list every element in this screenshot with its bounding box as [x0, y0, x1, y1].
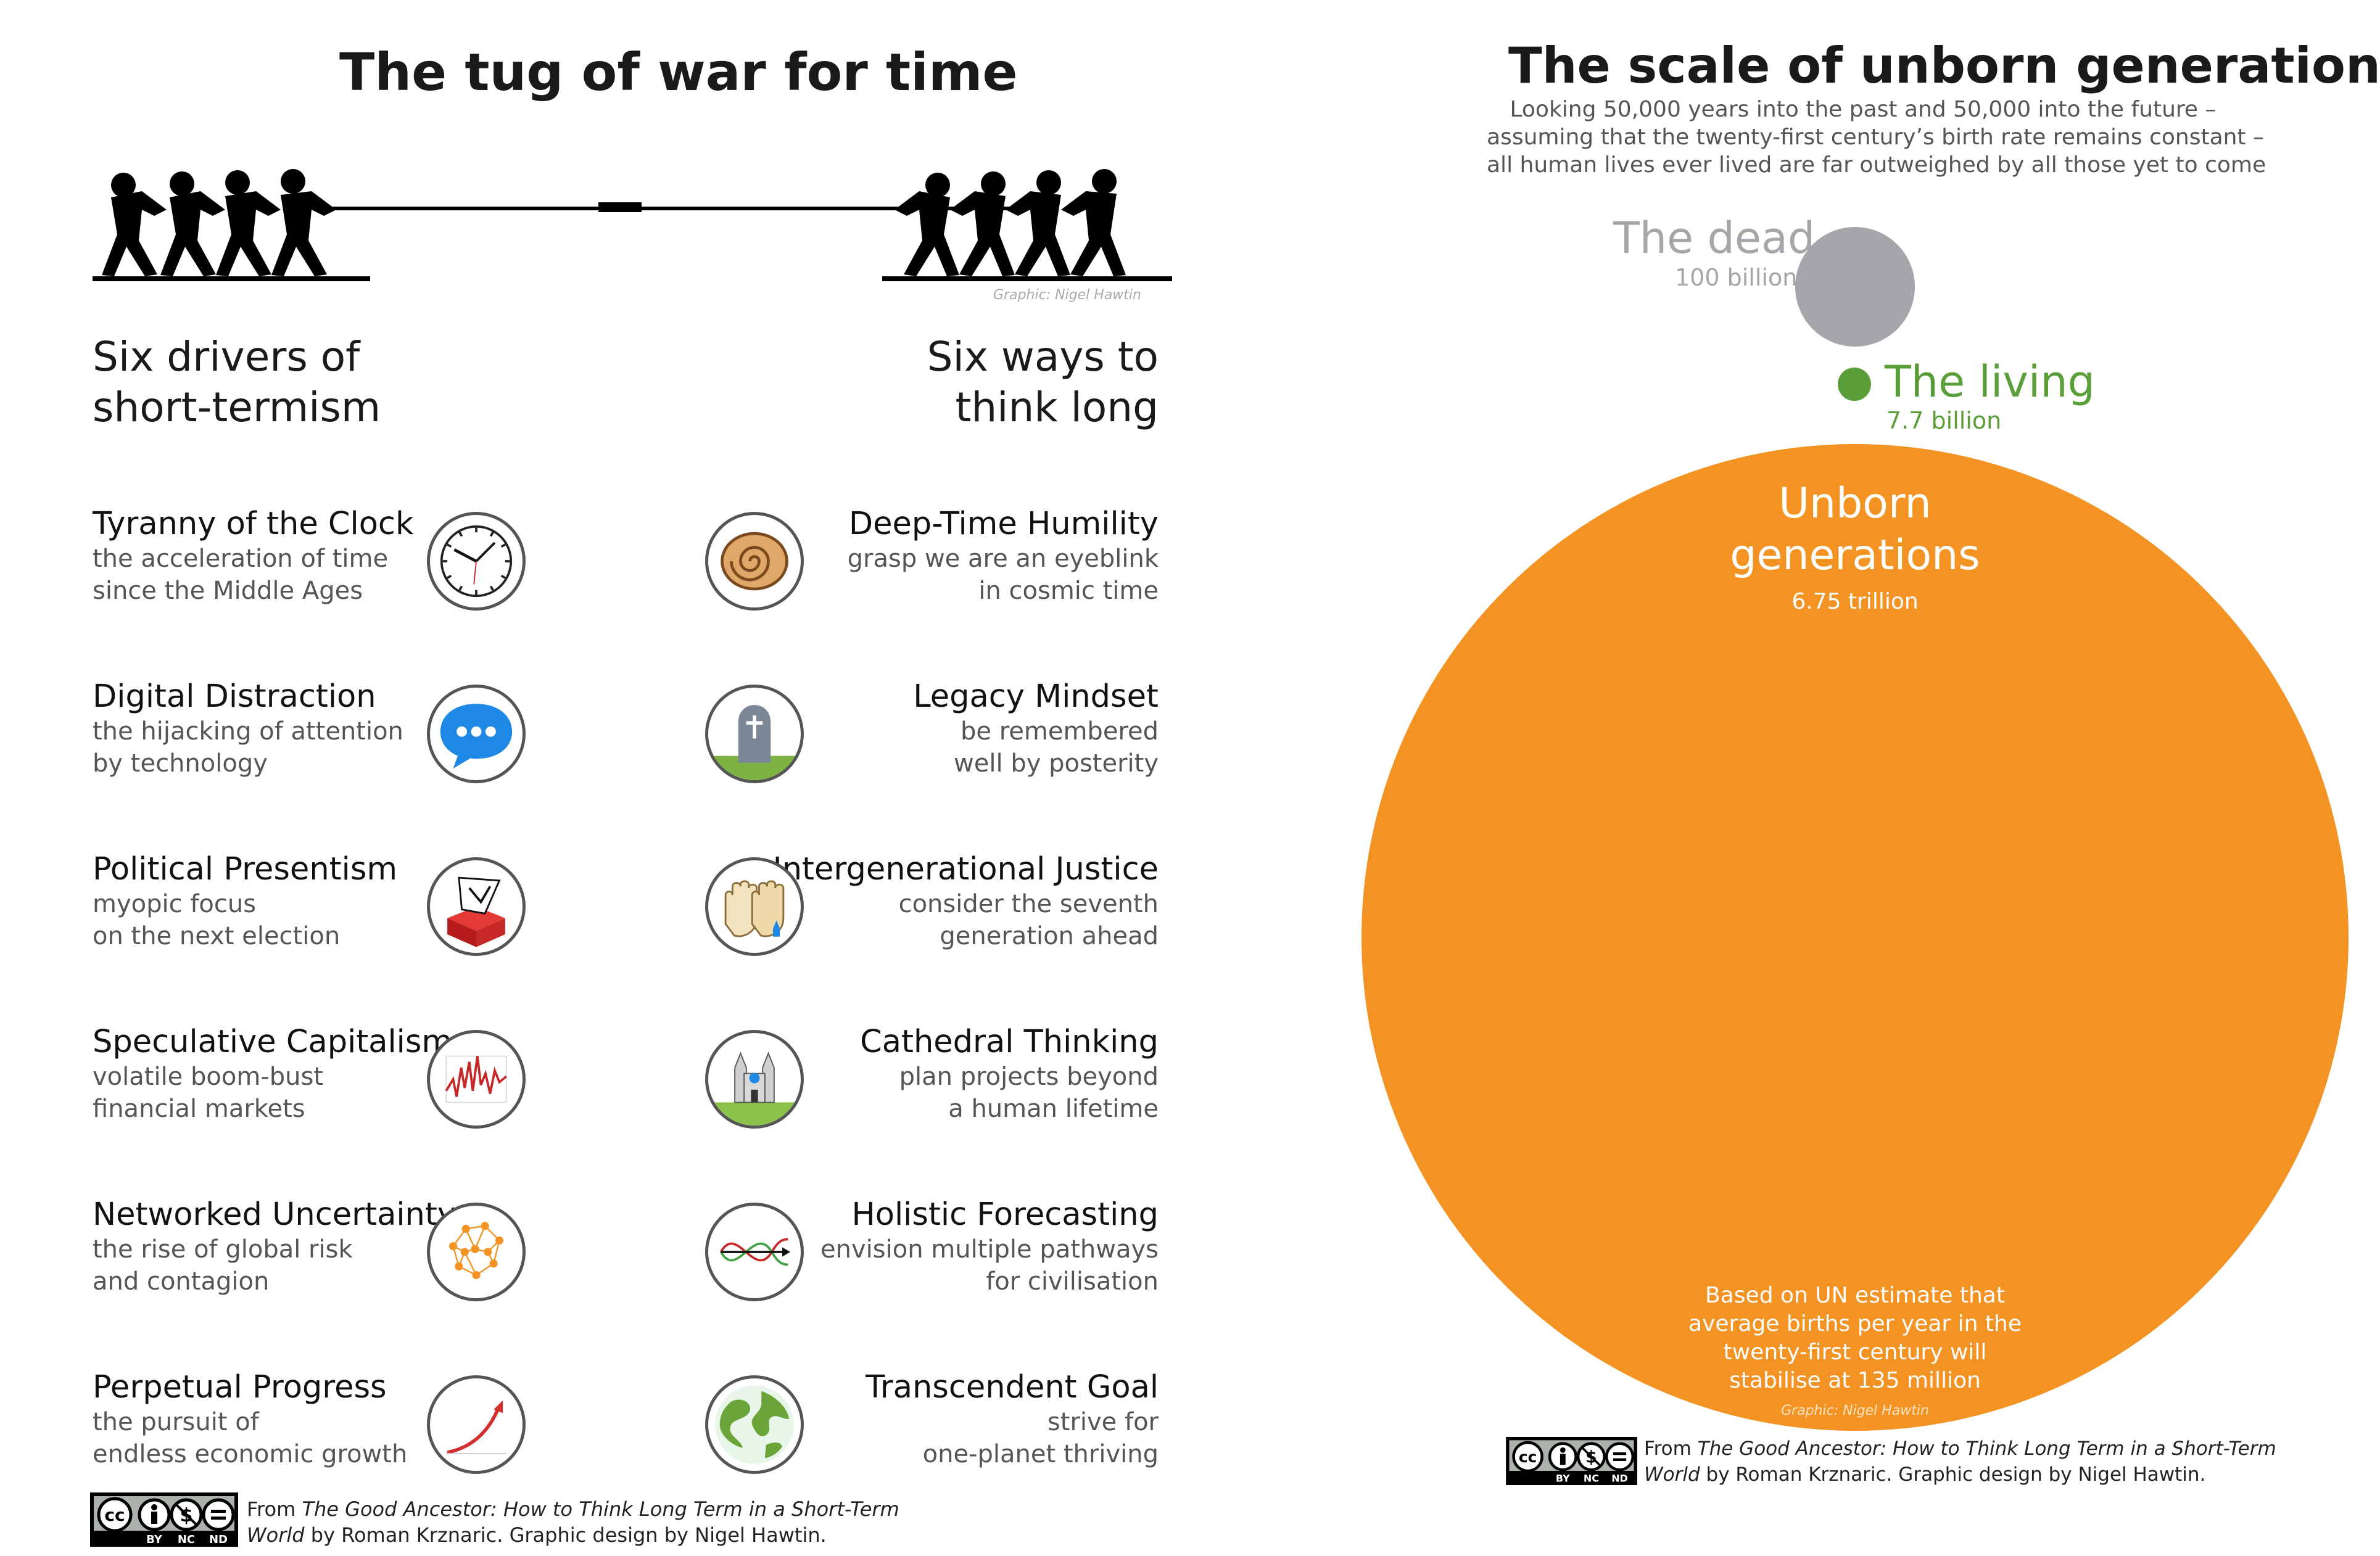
- living-value: 7.7 billion: [1886, 407, 2002, 434]
- item-title: Tyranny of the Clock: [93, 506, 414, 542]
- growth-arrow-icon: [427, 1375, 526, 1474]
- left-credit: From The Good Ancestor: How to Think Lon…: [247, 1497, 899, 1547]
- item-title: Intergenerational Justice: [772, 851, 1159, 887]
- left-panel-title: The tug of war for time: [339, 42, 1018, 102]
- item-description: for civilisation: [986, 1267, 1159, 1296]
- item-title: Perpetual Progress: [93, 1369, 387, 1406]
- way-item: Cathedral Thinking plan projects beyond a …: [740, 1024, 1159, 1125]
- driver-item: Speculative Capitalism volatile boom-bust…: [93, 1024, 452, 1125]
- cc-label-nd: ND: [209, 1533, 228, 1546]
- way-item: Transcendent Goal strive for one-planet th…: [740, 1369, 1159, 1470]
- item-description: the pursuit of: [93, 1408, 259, 1436]
- living-label: The living: [1885, 356, 2096, 407]
- item-title: Networked Uncertainty: [93, 1196, 457, 1233]
- cc-label-by: BY: [1556, 1473, 1570, 1484]
- item-description: one-planet thriving: [922, 1440, 1159, 1468]
- item-description: generation ahead: [940, 922, 1159, 950]
- item-description: on the next election: [93, 922, 341, 950]
- item-description: since the Middle Ages: [93, 577, 363, 605]
- item-description: consider the seventh: [898, 890, 1159, 918]
- way-item: Deep-Time Humility grasp we are an eyebli…: [740, 506, 1159, 607]
- globe-icon: [705, 1375, 804, 1474]
- ways-heading: Six ways to think long: [927, 333, 1159, 431]
- cc-label-nc: NC: [1584, 1473, 1599, 1484]
- driver-item: Perpetual Progress the pursuit of endless …: [93, 1369, 407, 1470]
- item-description: myopic focus: [93, 890, 257, 918]
- driver-item: Networked Uncertainty the rise of global …: [93, 1196, 456, 1298]
- item-title: Digital Distraction: [93, 678, 376, 715]
- item-title: Deep-Time Humility: [848, 506, 1159, 542]
- tug-graphic-credit: Graphic: Nigel Hawtin: [993, 287, 1141, 303]
- dead-value: 100 billion: [1675, 264, 1798, 291]
- item-description: volatile boom-bust: [93, 1063, 324, 1091]
- right-credit: From The Good Ancestor: How to Think Lon…: [1644, 1438, 2276, 1486]
- driver-item: Tyranny of the Clock the acceleration of …: [93, 506, 413, 607]
- left-cc-badge: cc $ BY NC ND: [90, 1492, 238, 1549]
- driver-item: Political Presentism myopic focus on the n…: [93, 851, 397, 952]
- network-icon: [427, 1203, 526, 1301]
- item-description: a human lifetime: [948, 1095, 1159, 1123]
- unborn-value: 6.75 trillion: [1791, 589, 1919, 614]
- driver-item: Digital Distraction the hijacking of atte…: [93, 678, 403, 780]
- circle-graphic-credit: Graphic: Nigel Hawtin: [1781, 1403, 1929, 1418]
- living-circle: [1838, 368, 1871, 401]
- unborn-label: Unborn generations: [1730, 479, 1980, 580]
- unborn-circle: [1361, 444, 2349, 1431]
- gravestone-icon: [705, 685, 804, 783]
- cathedral-icon: [705, 1030, 804, 1129]
- speech-bubble-icon: [427, 685, 526, 783]
- item-description: be remembered: [961, 717, 1159, 746]
- item-title: Holistic Forecasting: [851, 1196, 1159, 1233]
- item-title: Legacy Mindset: [913, 678, 1159, 715]
- item-description: the hijacking of attention: [93, 717, 403, 746]
- item-title: Cathedral Thinking: [860, 1024, 1159, 1060]
- item-title: Transcendent Goal: [866, 1369, 1159, 1406]
- item-description: in cosmic time: [978, 577, 1159, 605]
- right-subtitle: Looking 50,000 years into the past and 5…: [1487, 97, 2266, 178]
- drivers-heading: Six drivers of short-termism: [93, 333, 381, 431]
- item-description: by technology: [93, 749, 268, 778]
- item-description: and contagion: [93, 1267, 270, 1296]
- item-title: Speculative Capitalism: [93, 1024, 453, 1060]
- ammonite-icon: [705, 512, 804, 611]
- tug-of-war-icon: [93, 169, 1172, 281]
- right-cc-badge: cc $ BY NC ND: [1505, 1437, 1638, 1488]
- item-description: well by posterity: [954, 749, 1159, 778]
- cc-label-by: BY: [146, 1533, 163, 1546]
- dead-circle: [1795, 227, 1915, 347]
- way-item: Legacy Mindset be remembered well by poste…: [740, 678, 1159, 780]
- item-title: Political Presentism: [93, 851, 398, 887]
- item-description: envision multiple pathways: [820, 1235, 1159, 1264]
- volatile-chart-icon: [427, 1030, 526, 1129]
- item-description: the acceleration of time: [93, 545, 389, 573]
- item-description: financial markets: [93, 1095, 305, 1123]
- unborn-scale-chart: [1361, 227, 2349, 1431]
- hands-icon: [705, 857, 804, 956]
- svg-text:cc: cc: [1519, 1448, 1537, 1466]
- cc-label-nd: ND: [1611, 1473, 1628, 1484]
- ballot-box-icon: [427, 857, 526, 956]
- cc-label-nc: NC: [178, 1533, 195, 1546]
- creative-commons-icon: cc $ BY NC ND: [90, 1492, 238, 1547]
- clock-icon: [427, 512, 526, 611]
- way-item: Intergenerational Justice consider the se…: [740, 851, 1159, 952]
- item-description: strive for: [1047, 1408, 1159, 1436]
- creative-commons-icon: cc $ BY NC ND: [1506, 1437, 1637, 1485]
- item-description: plan projects beyond: [899, 1063, 1159, 1091]
- dead-label: The dead: [1613, 213, 1816, 263]
- item-description: endless economic growth: [93, 1440, 408, 1468]
- right-panel-title: The scale of unborn generations: [1508, 37, 2380, 94]
- pathways-icon: [705, 1203, 804, 1301]
- item-description: grasp we are an eyeblink: [847, 545, 1159, 573]
- way-item: Holistic Forecasting envision multiple pa…: [740, 1196, 1159, 1298]
- svg-text:cc: cc: [104, 1505, 125, 1525]
- item-description: the rise of global risk: [93, 1235, 353, 1264]
- un-estimate-note: Based on UN estimate that average births…: [1688, 1283, 2022, 1393]
